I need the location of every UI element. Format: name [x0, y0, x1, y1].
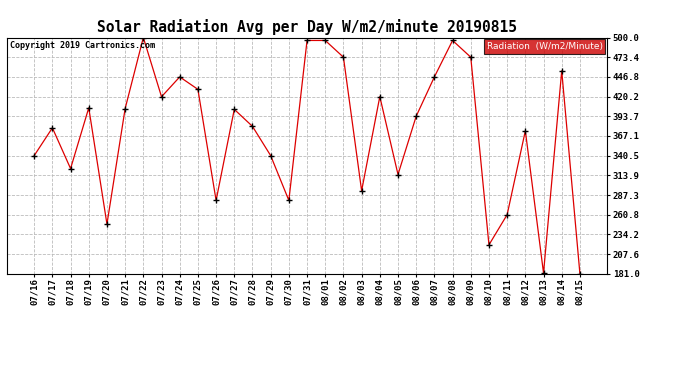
- Title: Solar Radiation Avg per Day W/m2/minute 20190815: Solar Radiation Avg per Day W/m2/minute …: [97, 19, 517, 35]
- Legend: Radiation  (W/m2/Minute): Radiation (W/m2/Minute): [484, 39, 605, 54]
- Text: Copyright 2019 Cartronics.com: Copyright 2019 Cartronics.com: [10, 41, 155, 50]
